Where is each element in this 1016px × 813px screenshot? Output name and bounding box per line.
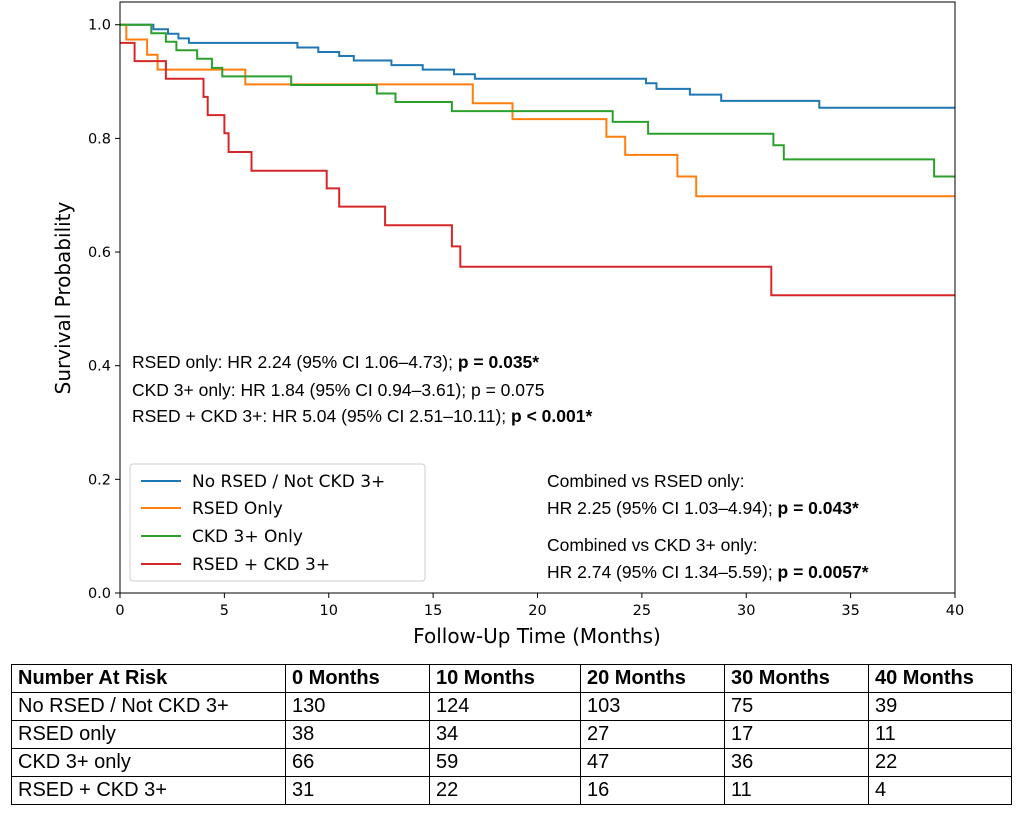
- legend-label-no-rsed: No RSED / Not CKD 3+: [192, 472, 385, 492]
- series-line-ckd-3-only: [120, 23, 955, 178]
- table-cell: 17: [724, 720, 869, 749]
- hr-annotations: RSED only: HR 2.24 (95% CI 1.06–4.73); p…: [132, 352, 592, 426]
- combined-vs-rsed-title: Combined vs RSED only:: [547, 471, 744, 491]
- table-cell: 31: [285, 776, 430, 805]
- table-cell: 34: [429, 720, 581, 749]
- x-tick-label: 35: [841, 603, 859, 619]
- legend-label-rsed: RSED Only: [192, 499, 283, 519]
- combined-vs-ckd-title: Combined vs CKD 3+ only:: [547, 535, 758, 555]
- header-cell: 10 Months: [429, 664, 581, 693]
- table-cell: 36: [724, 748, 869, 777]
- table-row: CKD 3+ only 66 59 47 36 22: [11, 748, 1012, 777]
- header-cell: 20 Months: [580, 664, 725, 693]
- table-cell: 59: [429, 748, 581, 777]
- risk-table-header: Number At Risk 0 Months 10 Months 20 Mon…: [11, 664, 1012, 693]
- y-tick-label: 0.4: [88, 359, 111, 375]
- header-cell: 30 Months: [724, 664, 869, 693]
- table-cell: RSED + CKD 3+: [11, 776, 286, 805]
- combined-annotations: Combined vs RSED only: HR 2.25 (95% CI 1…: [547, 471, 869, 582]
- table-cell: 11: [724, 776, 869, 805]
- hr-annotation-rsed: RSED only: HR 2.24 (95% CI 1.06–4.73); p…: [132, 352, 539, 372]
- legend-label-ckd: CKD 3+ Only: [192, 527, 303, 547]
- table-cell: 27: [580, 720, 725, 749]
- series-line-rsed-only: [120, 23, 955, 198]
- table-cell: 66: [285, 748, 430, 777]
- legend: No RSED / Not CKD 3+ RSED Only CKD 3+ On…: [129, 463, 426, 582]
- series-layer: [120, 23, 955, 297]
- header-cell: 40 Months: [868, 664, 1012, 693]
- x-tick-label: 10: [320, 603, 338, 619]
- x-tick-label: 25: [633, 603, 651, 619]
- table-row: RSED only 38 34 27 17 11: [11, 720, 1012, 749]
- km-chart: 0 5 10 15 20 25 30 35 40 0.0 0.2 0.4 0.6 0.8 1.0 Follo…: [51, 1, 964, 648]
- y-axis-label: Survival Probability: [51, 201, 75, 394]
- risk-table: Number At Risk 0 Months 10 Months 20 Mon…: [11, 664, 1012, 805]
- header-cell: Number At Risk: [11, 664, 286, 693]
- legend-label-combined: RSED + CKD 3+: [192, 555, 330, 575]
- ticks-layer: 0 5 10 15 20 25 30 35 40 0.0 0.2 0.4 0.6 0.8 1.0: [88, 18, 964, 619]
- table-cell: 22: [868, 748, 1012, 777]
- hr-annotation-combined: RSED + CKD 3+: HR 5.04 (95% CI 2.51–10.1…: [132, 406, 592, 426]
- x-tick-label: 30: [737, 603, 755, 619]
- table-cell: 38: [285, 720, 430, 749]
- table-cell: No RSED / Not CKD 3+: [11, 692, 286, 721]
- table-row: No RSED / Not CKD 3+ 130 124 103 75 39: [11, 692, 1012, 721]
- x-axis-label: Follow-Up Time (Months): [413, 624, 661, 648]
- y-tick-label: 0.6: [88, 245, 111, 261]
- y-tick-label: 1.0: [88, 18, 111, 34]
- table-cell: 39: [868, 692, 1012, 721]
- x-tick-label: 20: [528, 603, 546, 619]
- y-tick-label: 0.2: [88, 472, 111, 488]
- table-cell: 47: [580, 748, 725, 777]
- table-cell: 103: [580, 692, 725, 721]
- combined-vs-ckd-hr: HR 2.74 (95% CI 1.34–5.59); p = 0.0057*: [547, 562, 869, 582]
- table-cell: 4: [868, 776, 1012, 805]
- legend-box: [129, 463, 426, 582]
- table-cell: 130: [285, 692, 430, 721]
- y-tick-label: 0.8: [88, 131, 111, 147]
- x-tick-label: 0: [115, 603, 124, 619]
- table-row: RSED + CKD 3+ 31 22 16 11 4: [11, 776, 1012, 805]
- x-tick-label: 15: [424, 603, 442, 619]
- x-tick-label: 5: [220, 603, 229, 619]
- table-cell: 124: [429, 692, 581, 721]
- series-line-no-rsed-not-ckd-3: [120, 23, 955, 109]
- series-line-rsed-ckd-3: [120, 41, 955, 297]
- table-cell: 22: [429, 776, 581, 805]
- y-tick-label: 0.0: [88, 586, 111, 602]
- x-tick-label: 40: [946, 603, 964, 619]
- header-cell: 0 Months: [285, 664, 430, 693]
- table-cell: 16: [580, 776, 725, 805]
- table-cell: 75: [724, 692, 869, 721]
- hr-annotation-ckd: CKD 3+ only: HR 1.84 (95% CI 0.94–3.61);…: [132, 380, 544, 400]
- table-cell: CKD 3+ only: [11, 748, 286, 777]
- combined-vs-rsed-hr: HR 2.25 (95% CI 1.03–4.94); p = 0.043*: [547, 498, 859, 518]
- table-cell: 11: [868, 720, 1012, 749]
- table-cell: RSED only: [11, 720, 286, 749]
